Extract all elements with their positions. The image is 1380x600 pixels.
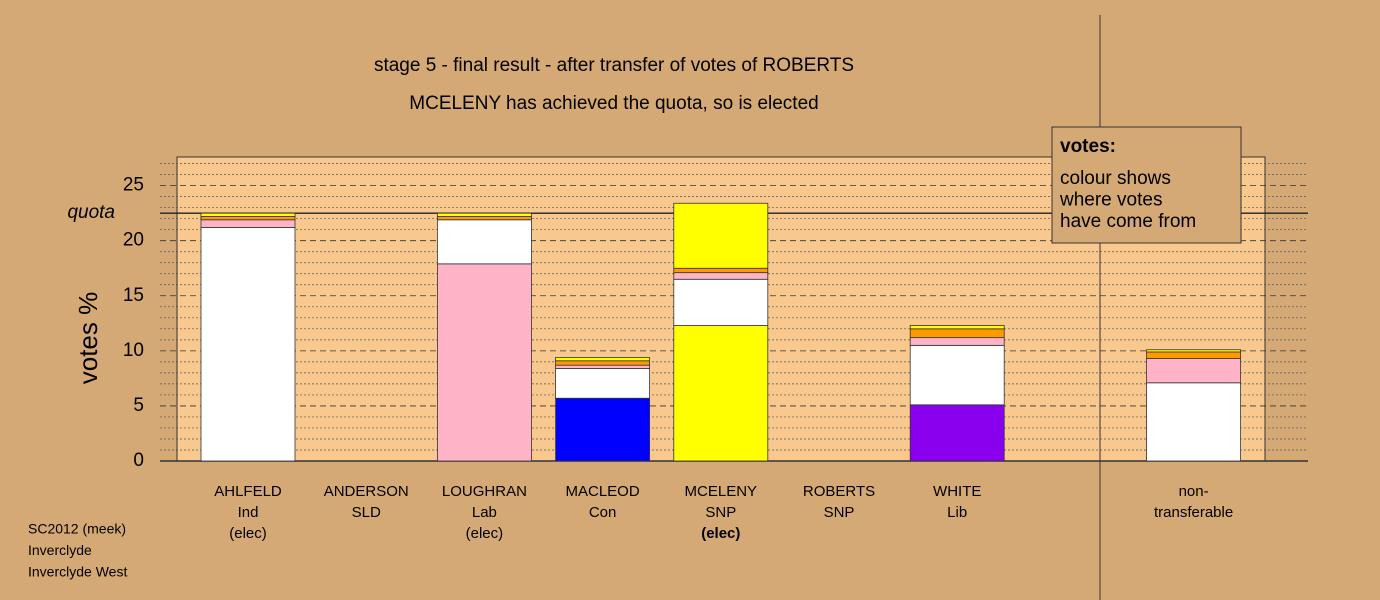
category-label: (elec) bbox=[229, 525, 267, 542]
bar-segment bbox=[673, 267, 769, 274]
y-tick-label: 15 bbox=[123, 285, 144, 306]
bar-segment bbox=[909, 404, 1005, 462]
category-label: Lib bbox=[947, 504, 967, 521]
bar-segment bbox=[436, 216, 532, 221]
footer-text: Inverclyde bbox=[28, 542, 92, 558]
bar-segment bbox=[1146, 382, 1241, 462]
bar-segment bbox=[200, 219, 296, 228]
bar-segment bbox=[909, 325, 1005, 330]
legend-text: where votes bbox=[1059, 190, 1162, 211]
bar-segment bbox=[1146, 349, 1241, 353]
category-label: Lab bbox=[472, 504, 497, 521]
y-tick-label: 25 bbox=[123, 175, 144, 196]
bar-segment bbox=[555, 368, 650, 399]
category-label: SNP bbox=[705, 504, 736, 521]
chart-title: stage 5 - final result - after transfer … bbox=[374, 55, 854, 76]
bar-segment bbox=[200, 216, 296, 221]
bar-segment bbox=[909, 337, 1005, 346]
bar-segment bbox=[555, 397, 650, 462]
y-tick-label: 0 bbox=[133, 450, 144, 471]
y-tick-label: 5 bbox=[133, 395, 144, 416]
category-label: transferable bbox=[1154, 504, 1233, 521]
legend-text: have come from bbox=[1060, 211, 1196, 232]
bar-segment bbox=[673, 278, 769, 326]
category-label: Con bbox=[589, 504, 617, 521]
category-label: MCELENY bbox=[685, 483, 758, 500]
bar-segment bbox=[436, 263, 532, 462]
category-label: SNP bbox=[824, 504, 855, 521]
y-axis-label: votes % bbox=[73, 292, 103, 385]
bar-segment bbox=[909, 328, 1005, 339]
bar-segment bbox=[1146, 358, 1241, 384]
category-label: WHITE bbox=[933, 483, 981, 500]
legend-box bbox=[1051, 126, 1242, 244]
bar-segment bbox=[555, 357, 650, 362]
bar-segment bbox=[436, 212, 532, 217]
legend-title: votes: bbox=[1060, 136, 1116, 157]
bar-segment bbox=[555, 364, 650, 369]
category-label: LOUGHRAN bbox=[442, 483, 527, 500]
footer-text: Inverclyde West bbox=[28, 564, 127, 580]
category-label: SLD bbox=[352, 504, 381, 521]
category-label: (elec) bbox=[701, 525, 740, 542]
bar-segment bbox=[673, 272, 769, 280]
bar-segment bbox=[673, 325, 769, 462]
category-label: ROBERTS bbox=[803, 483, 875, 500]
bar-segment bbox=[200, 227, 296, 462]
y-tick-label: 10 bbox=[123, 340, 144, 361]
category-label: (elec) bbox=[466, 525, 504, 542]
category-label: MACLEOD bbox=[566, 483, 640, 500]
footer-text: SC2012 (meek) bbox=[28, 521, 126, 537]
category-label: non- bbox=[1179, 483, 1209, 500]
category-label: ANDERSON bbox=[324, 483, 409, 500]
bar-segment bbox=[673, 202, 769, 269]
bar-segment bbox=[436, 219, 532, 265]
category-label: Ind bbox=[238, 504, 259, 521]
bar-segment bbox=[909, 344, 1005, 406]
category-label: AHLFELD bbox=[214, 483, 282, 500]
quota-label: quota bbox=[67, 202, 115, 223]
bar-segment bbox=[1146, 351, 1241, 359]
y-tick-label: 20 bbox=[123, 230, 144, 251]
bar-segment bbox=[200, 212, 296, 217]
chart-subtitle: MCELENY has achieved the quota, so is el… bbox=[409, 93, 818, 114]
bar-segment bbox=[555, 360, 650, 366]
legend-text: colour shows bbox=[1060, 168, 1171, 189]
